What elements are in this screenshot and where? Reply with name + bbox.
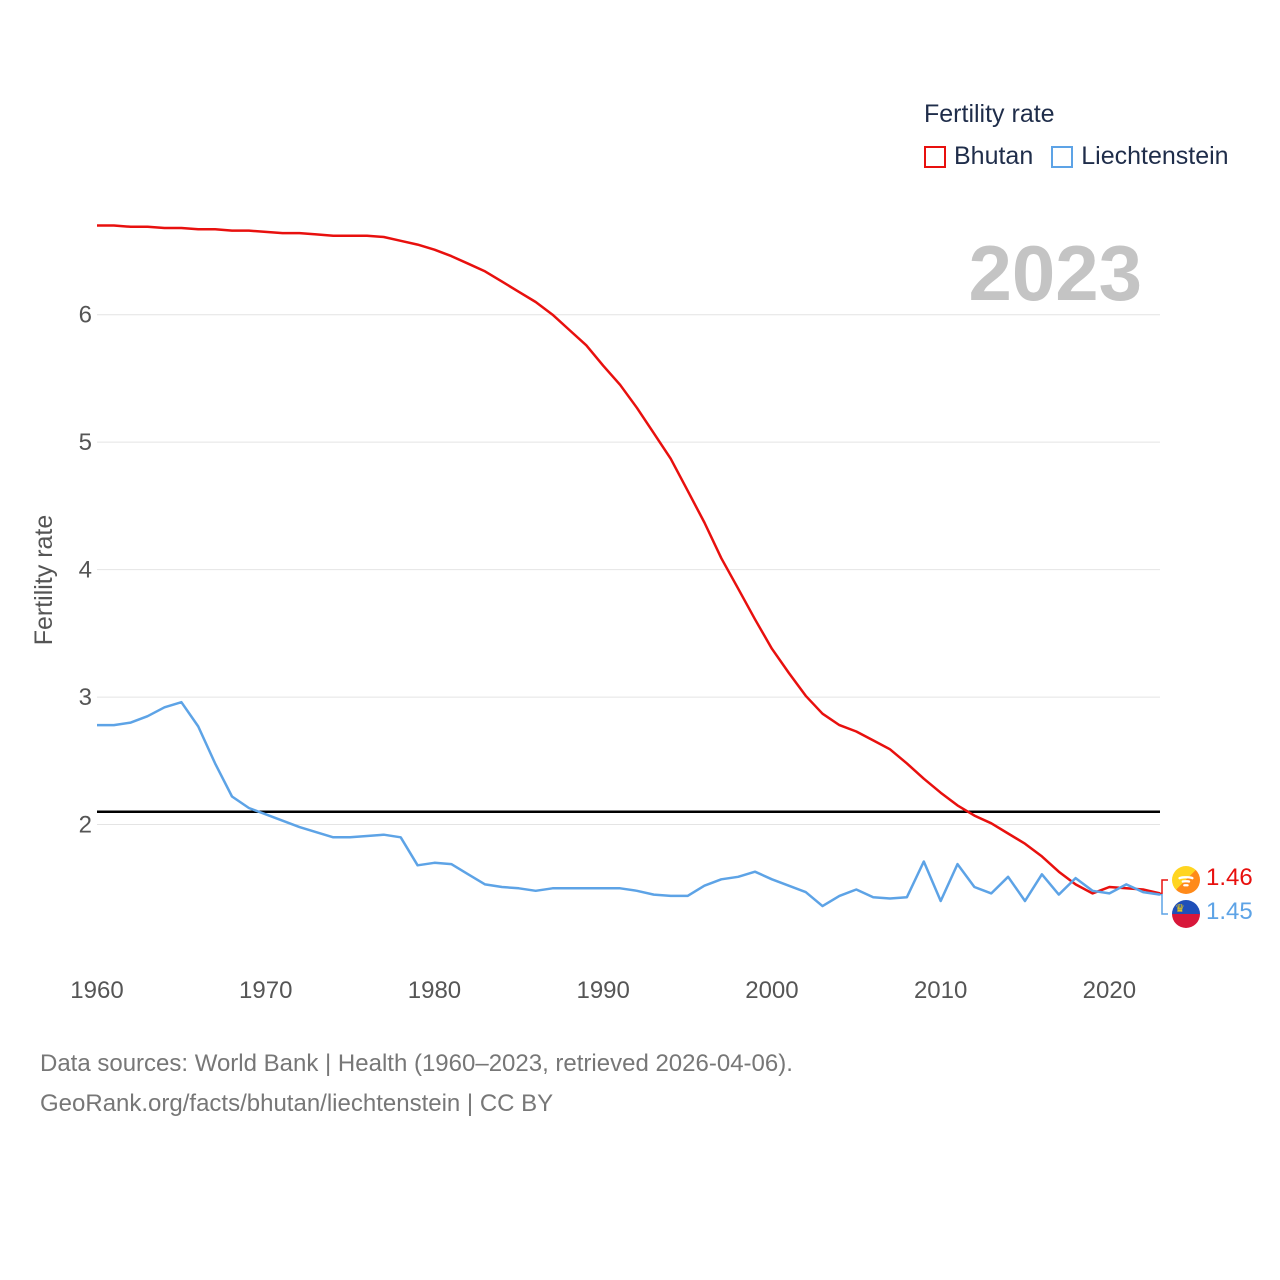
legend-title: Fertility rate: [924, 100, 1055, 128]
gridlines: [97, 314, 1160, 826]
series-lines: [97, 224, 1161, 908]
liechtenstein-flag-icon: ♛: [1172, 900, 1200, 928]
series-line-liechtenstein[interactable]: [97, 700, 1161, 908]
end-value-bhutan: 1.46: [1206, 864, 1253, 891]
end-label-connectors: [1160, 879, 1168, 915]
connector-bhutan: [1160, 879, 1168, 895]
y-tick-label-5: 5: [79, 429, 92, 456]
connector-liechtenstein: [1160, 893, 1168, 915]
y-tick-label-4: 4: [79, 557, 92, 584]
x-tick-label-2000: 2000: [745, 977, 798, 1004]
legend-label-liechtenstein: Liechtenstein: [1081, 142, 1229, 170]
legend-label-bhutan: Bhutan: [954, 142, 1034, 170]
footer-link[interactable]: GeoRank.org/facts/bhutan/liechtenstein |…: [40, 1090, 554, 1117]
x-tick-label-2020: 2020: [1083, 977, 1136, 1004]
x-tick-label-1970: 1970: [239, 977, 292, 1004]
y-axis-label: Fertility rate: [30, 515, 58, 646]
bhutan-flag-icon: ᯤ: [1172, 866, 1200, 894]
legend-item-bhutan[interactable]: Bhutan: [924, 142, 1033, 171]
x-tick-label-2010: 2010: [914, 977, 967, 1004]
footer-sources: Data sources: World Bank | Health (1960–…: [40, 1050, 793, 1077]
legend-swatch-liechtenstein: [1051, 145, 1074, 168]
x-axis-ticks: 1960 1970 1980 1990 2000 2010 2020: [70, 977, 1136, 1004]
year-label: 2023: [968, 229, 1142, 317]
legend: Bhutan Liechtenstein: [924, 142, 1247, 171]
y-tick-label-3: 3: [79, 684, 92, 711]
y-axis-ticks: 2 3 4 5 6: [79, 302, 92, 839]
x-tick-label-1960: 1960: [70, 977, 123, 1004]
legend-item-liechtenstein[interactable]: Liechtenstein: [1051, 142, 1229, 171]
x-tick-label-1980: 1980: [408, 977, 461, 1004]
y-tick-label-2: 2: [79, 812, 92, 839]
x-tick-label-1990: 1990: [576, 977, 629, 1004]
series-line-bhutan[interactable]: [97, 224, 1161, 895]
end-value-liechtenstein: 1.45: [1206, 898, 1253, 925]
footer: Data sources: World Bank | Health (1960–…: [40, 1044, 793, 1124]
y-tick-label-6: 6: [79, 302, 92, 329]
legend-swatch-bhutan: [924, 145, 946, 168]
